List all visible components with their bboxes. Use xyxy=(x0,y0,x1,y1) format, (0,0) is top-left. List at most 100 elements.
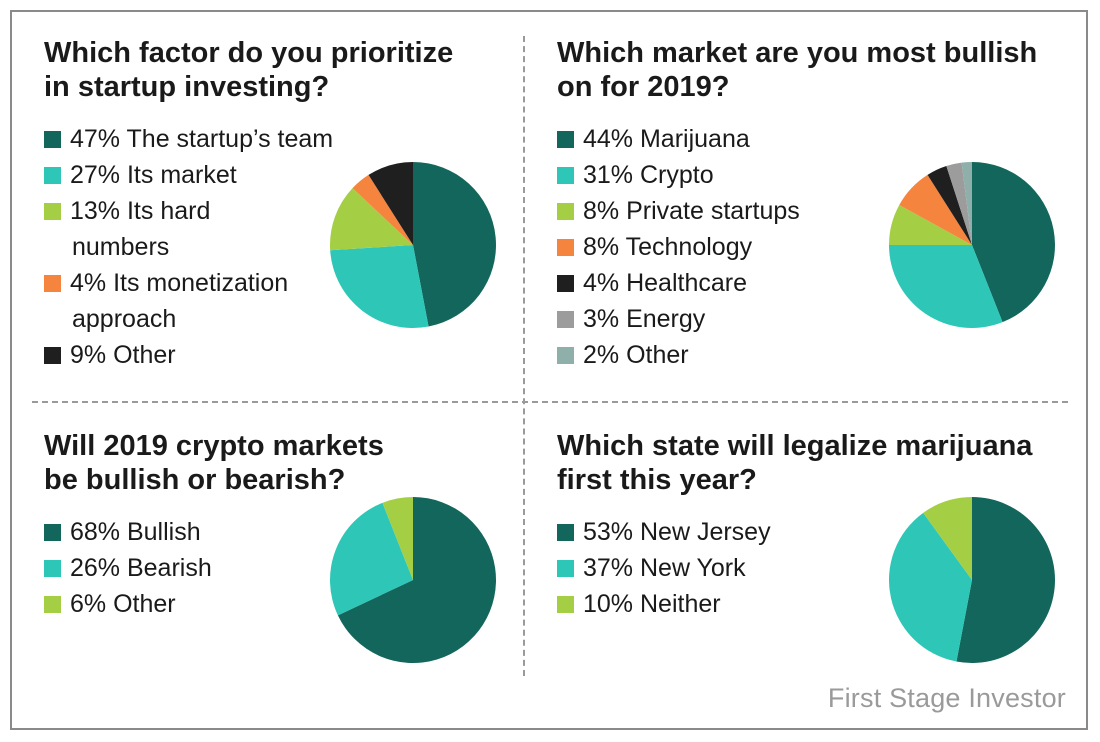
legend-label-line: 8% Private startups xyxy=(583,197,800,225)
legend-label-line: 10% Neither xyxy=(583,590,721,618)
legend-label-line: 6% Other xyxy=(70,590,176,618)
legend-swatch xyxy=(44,596,61,613)
legend-item: 44% Marijuana xyxy=(557,121,800,157)
panel-marijuana-state: Which state will legalize marijuana firs… xyxy=(557,429,1057,689)
legend-swatch xyxy=(44,131,61,148)
pie-slice-energy xyxy=(946,162,972,245)
legend-label: 68% Bullish xyxy=(70,514,201,550)
legend-label-line: approach xyxy=(72,305,177,333)
legend-label: 4% Healthcare xyxy=(583,265,747,301)
legend-label-line: 4% Its monetization xyxy=(70,269,289,297)
legend-label: 37% New York xyxy=(583,550,746,586)
legend-item: 2% Other xyxy=(557,337,800,373)
horizontal-divider xyxy=(32,401,1068,403)
pie-chart xyxy=(329,162,496,329)
legend-item: 37% New York xyxy=(557,550,771,586)
legend-item: 6% Other xyxy=(44,586,212,622)
legend-label: 9% Other xyxy=(70,337,176,373)
legend-item: 8% Technology xyxy=(557,229,800,265)
legend: 44% Marijuana 31% Crypto 8% Private startu… xyxy=(557,121,800,373)
pie-slice-neither xyxy=(923,497,972,580)
legend-label-line: 68% Bullish xyxy=(70,518,201,546)
legend-label: 3% Energy xyxy=(583,301,705,337)
legend-swatch xyxy=(557,167,574,184)
legend-label-line: numbers xyxy=(72,233,170,261)
legend-label: 10% Neither xyxy=(583,586,721,622)
panel-crypto-markets: Will 2019 crypto markets be bullish or b… xyxy=(44,429,504,689)
legend: 68% Bullish 26% Bearish 6% Other xyxy=(44,514,212,622)
legend-label-line: 47% The startup’s team xyxy=(70,125,334,153)
legend-label-line: 8% Technology xyxy=(583,233,753,261)
legend-item: 27% Its market xyxy=(44,157,333,193)
footer-credit: First Stage Investor xyxy=(827,683,1066,713)
legend-swatch xyxy=(557,203,574,220)
legend-label-line: 27% Its market xyxy=(70,161,237,189)
legend-label: 6% Other xyxy=(70,586,176,622)
pie-slice-technology xyxy=(899,174,972,245)
pie-slice-healthcare xyxy=(927,166,972,245)
pie-slice-its-market xyxy=(330,245,429,329)
legend-label: 8% Private startups xyxy=(583,193,800,229)
legend-swatch xyxy=(557,131,574,148)
legend-item: 31% Crypto xyxy=(557,157,800,193)
chart-title: Will 2019 crypto markets be bullish or b… xyxy=(44,430,384,496)
legend-label: 53% New Jersey xyxy=(583,514,771,550)
pie-chart xyxy=(889,162,1055,328)
legend-label-line: 9% Other xyxy=(70,341,176,369)
legend-swatch xyxy=(44,167,61,184)
legend-label: 27% Its market xyxy=(70,157,237,193)
legend-label: 13% Its hard numbers xyxy=(70,193,210,265)
legend-label-line: 44% Marijuana xyxy=(583,125,750,153)
legend-swatch xyxy=(557,524,574,541)
pie-slice-marijuana xyxy=(972,162,1055,323)
legend-label-line: 31% Crypto xyxy=(583,161,714,189)
legend-item: 4% Its monetization approach xyxy=(44,265,333,337)
pie-slice-the-startup-s-team xyxy=(413,162,496,327)
vertical-divider xyxy=(523,36,525,676)
legend-swatch xyxy=(557,275,574,292)
pie-slice-other xyxy=(961,162,972,245)
legend: 53% New Jersey 37% New York 10% Neither xyxy=(557,514,771,622)
pie-slice-bearish xyxy=(330,502,413,616)
legend-item: 4% Healthcare xyxy=(557,265,800,301)
legend-label: 8% Technology xyxy=(583,229,752,265)
pie-slice-its-hard-numbers xyxy=(329,188,413,251)
chart-title: Which market are you most bullish on for… xyxy=(557,37,1038,103)
pie-chart xyxy=(888,497,1056,663)
legend-label: 44% Marijuana xyxy=(583,121,750,157)
legend-swatch xyxy=(557,347,574,364)
pie-slice-crypto xyxy=(889,245,1003,328)
infographic-frame xyxy=(10,10,1088,730)
legend-item: 9% Other xyxy=(44,337,333,373)
pie-slice-other xyxy=(368,162,413,245)
panel-bullish-market: Which market are you most bullish on for… xyxy=(557,36,1057,386)
legend-label-line: 3% Energy xyxy=(583,305,706,333)
legend-label: 47% The startup’s team xyxy=(70,121,333,157)
legend-item: 3% Energy xyxy=(557,301,800,337)
legend-label-line: 4% Healthcare xyxy=(583,269,747,297)
pie-chart xyxy=(330,497,497,663)
legend-swatch xyxy=(44,275,61,292)
legend-item: 8% Private startups xyxy=(557,193,800,229)
legend: 47% The startup’s team 27% Its market 13% … xyxy=(44,121,333,373)
legend-swatch xyxy=(557,239,574,256)
legend-label-line: 13% Its hard xyxy=(70,197,211,225)
legend-swatch xyxy=(44,560,61,577)
legend-swatch xyxy=(44,524,61,541)
legend-label: 26% Bearish xyxy=(70,550,212,586)
legend-item: 13% Its hard numbers xyxy=(44,193,333,265)
pie-slice-bullish xyxy=(337,497,497,663)
legend-label-line: 53% New Jersey xyxy=(583,518,771,546)
legend-item: 26% Bearish xyxy=(44,550,212,586)
pie-slice-new-jersey xyxy=(956,497,1056,663)
pie-slice-its-monetization-approach xyxy=(352,174,413,245)
legend-swatch xyxy=(557,596,574,613)
legend-item: 47% The startup’s team xyxy=(44,121,333,157)
pie-slice-private-startups xyxy=(889,205,972,245)
legend-item: 53% New Jersey xyxy=(557,514,771,550)
legend-label: 4% Its monetization approach xyxy=(70,265,288,337)
legend-swatch xyxy=(44,347,61,364)
legend-label-line: 37% New York xyxy=(583,554,746,582)
legend-swatch xyxy=(557,311,574,328)
legend-label-line: 2% Other xyxy=(583,341,689,369)
